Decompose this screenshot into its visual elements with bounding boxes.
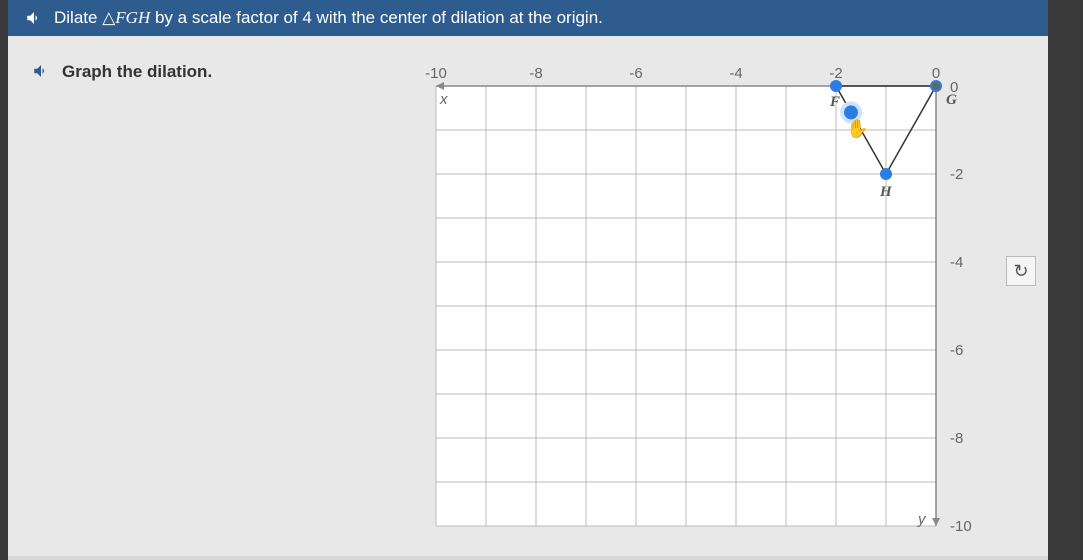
svg-text:-10: -10 bbox=[425, 65, 447, 82]
audio-icon[interactable] bbox=[24, 10, 44, 26]
svg-text:-8: -8 bbox=[529, 65, 542, 82]
svg-text:-4: -4 bbox=[950, 254, 963, 271]
header-prefix: Dilate bbox=[54, 8, 97, 27]
header-text: Dilate △FGH by a scale factor of 4 with … bbox=[54, 8, 603, 28]
content-area: Graph the dilation. FGH✋ -10-8-6-4-200-2… bbox=[8, 36, 1048, 556]
reset-icon: ↻ bbox=[1013, 261, 1028, 282]
svg-text:0: 0 bbox=[932, 65, 940, 82]
grab-cursor-icon: ✋ bbox=[846, 117, 868, 138]
point-H[interactable] bbox=[880, 168, 892, 180]
svg-text:-6: -6 bbox=[629, 65, 642, 82]
instruction-text: Graph the dilation. bbox=[62, 62, 212, 82]
svg-text:-4: -4 bbox=[729, 65, 742, 82]
svg-text:x: x bbox=[439, 91, 448, 108]
svg-text:H: H bbox=[879, 184, 893, 200]
svg-text:-2: -2 bbox=[950, 166, 963, 183]
svg-text:-10: -10 bbox=[950, 518, 972, 535]
triangle-name: FGH bbox=[115, 8, 150, 27]
svg-text:0: 0 bbox=[950, 79, 958, 96]
coordinate-grid[interactable]: FGH✋ -10-8-6-4-200-2-4-6-8-10yx bbox=[396, 56, 996, 536]
graph-area[interactable]: FGH✋ -10-8-6-4-200-2-4-6-8-10yx ↻ bbox=[396, 56, 996, 536]
app-frame: Dilate △FGH by a scale factor of 4 with … bbox=[8, 0, 1048, 560]
reset-button[interactable]: ↻ bbox=[1006, 256, 1036, 286]
header-suffix: by a scale factor of 4 with the center o… bbox=[155, 8, 603, 27]
question-header: Dilate △FGH by a scale factor of 4 with … bbox=[8, 0, 1048, 36]
svg-text:-2: -2 bbox=[829, 65, 842, 82]
svg-text:F: F bbox=[829, 94, 840, 110]
instruction-row: Graph the dilation. bbox=[32, 56, 372, 536]
svg-text:-8: -8 bbox=[950, 430, 963, 447]
triangle-symbol: △ bbox=[102, 8, 115, 27]
svg-text:-6: -6 bbox=[950, 342, 963, 359]
audio-icon-small[interactable] bbox=[32, 62, 52, 78]
